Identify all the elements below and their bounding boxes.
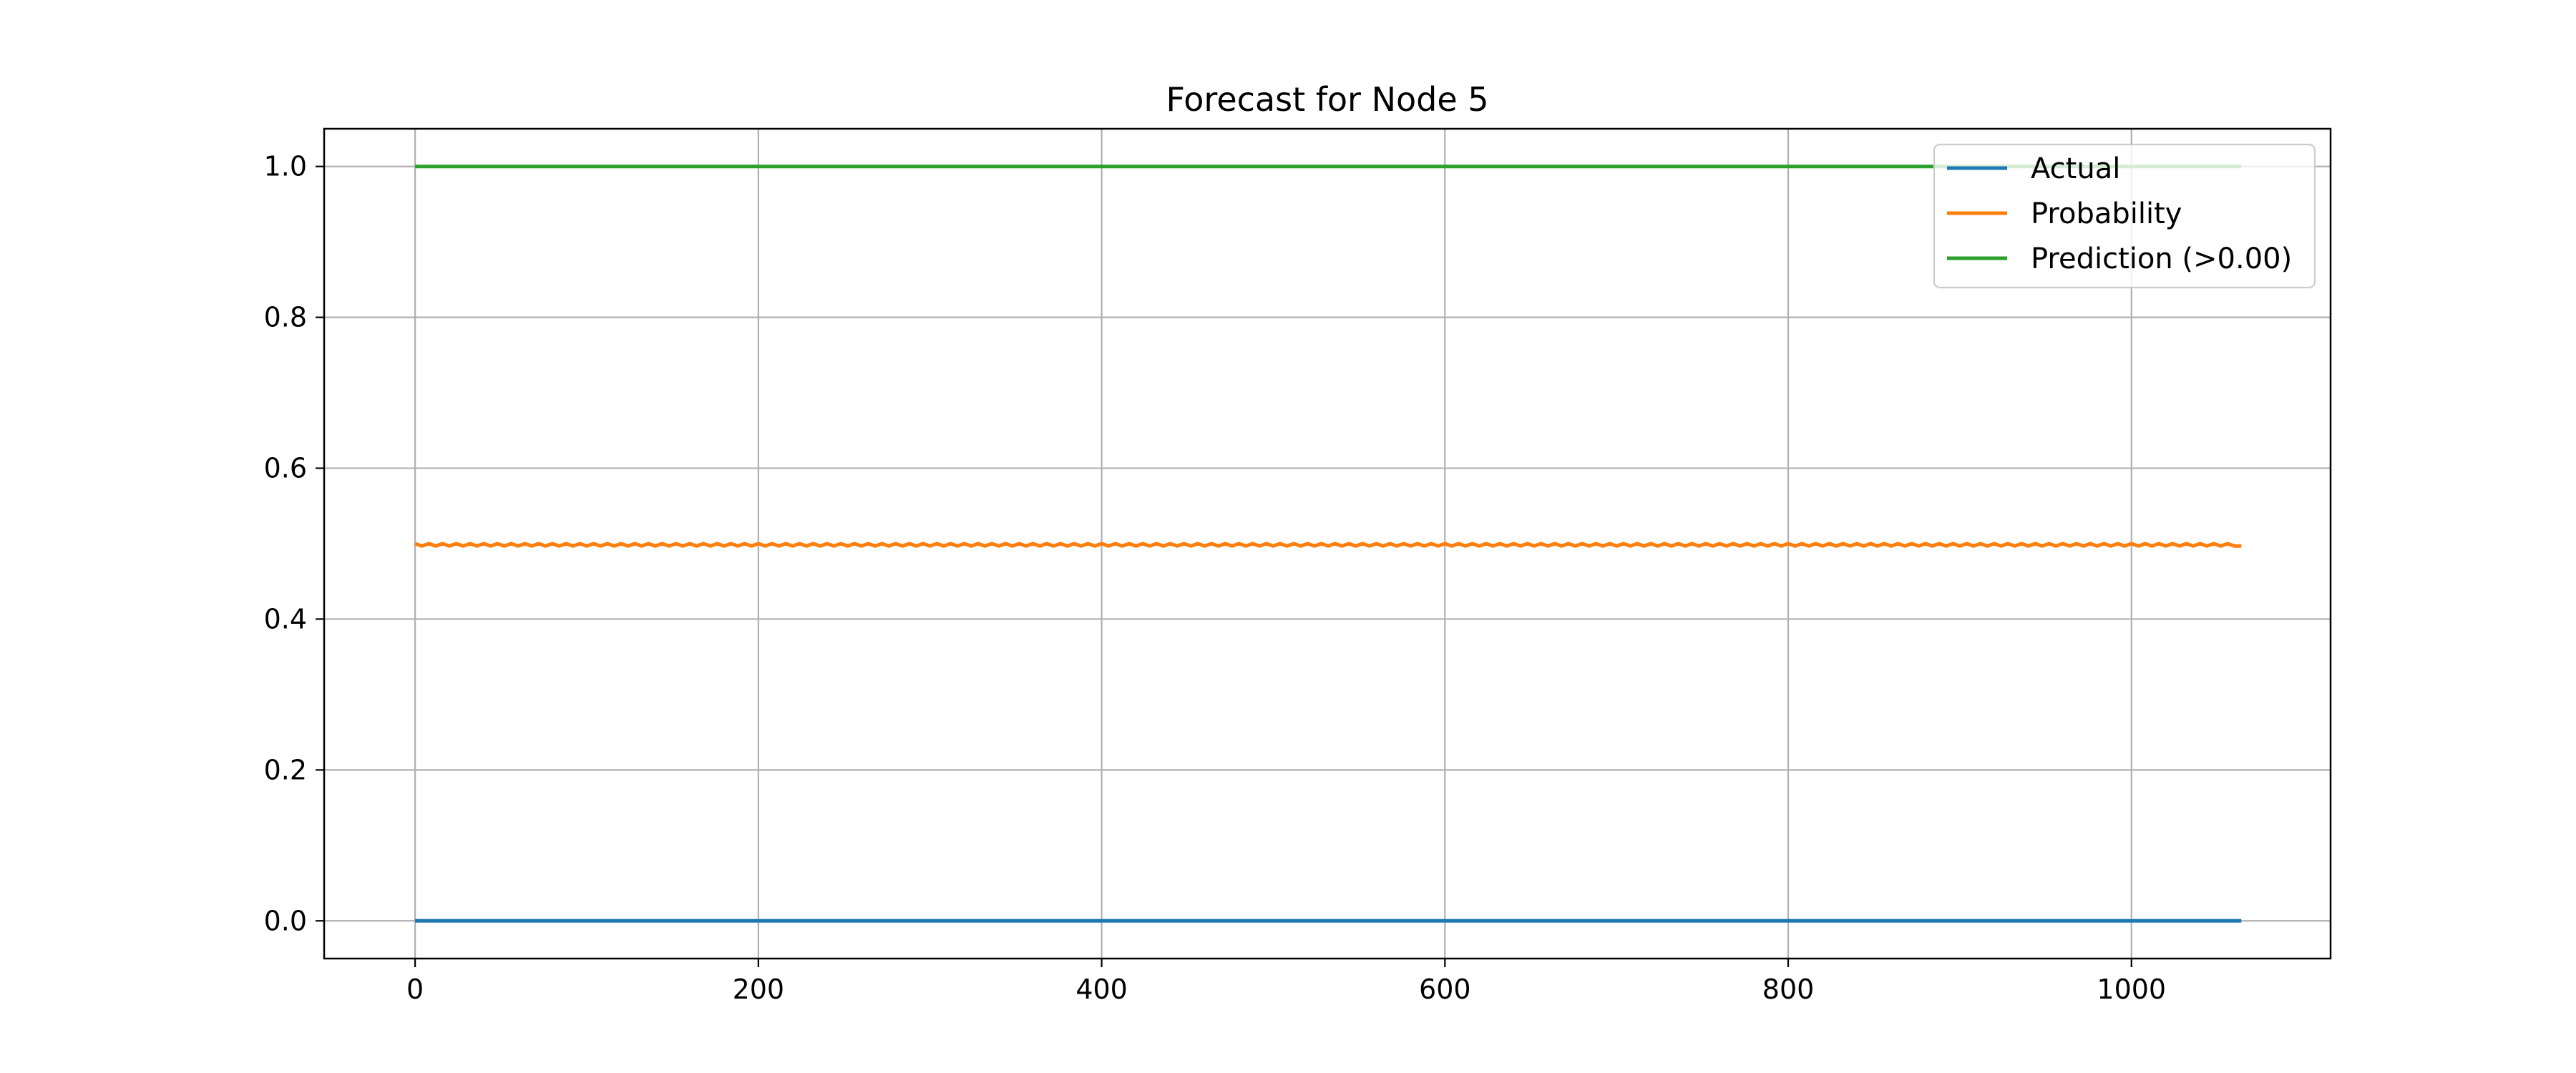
y-tick-label: 0.6: [264, 453, 307, 484]
x-tick-label: 0: [406, 974, 424, 1005]
chart-title: Forecast for Node 5: [1166, 80, 1488, 119]
y-tick-label: 1.0: [264, 151, 307, 182]
x-tick-label: 400: [1075, 974, 1128, 1005]
legend: Actual Probability Prediction (>0.00): [1933, 143, 2316, 289]
legend-label: Probability: [2031, 197, 2182, 230]
y-tick-label: 0.4: [264, 603, 307, 635]
axes: 0 200 400 600 800 1000 0.0 0.2 0.4 0.6 0.8 1.0: [264, 151, 2167, 1005]
legend-box: [1933, 143, 2316, 289]
x-tick-label: 1000: [2097, 974, 2166, 1005]
legend-label: Actual: [2031, 152, 2120, 185]
y-tick-label: 0.8: [264, 302, 307, 333]
legend-label: Prediction (>0.00): [2031, 242, 2292, 275]
y-tick-label: 0.0: [264, 905, 307, 936]
series-line-probability: [414, 542, 2242, 548]
x-tick-label: 200: [733, 974, 785, 1005]
y-tick-label: 0.2: [264, 754, 307, 785]
x-tick-label: 800: [1762, 974, 1815, 1005]
x-tick-label: 600: [1419, 974, 1471, 1005]
plot-frame: [323, 127, 2332, 960]
